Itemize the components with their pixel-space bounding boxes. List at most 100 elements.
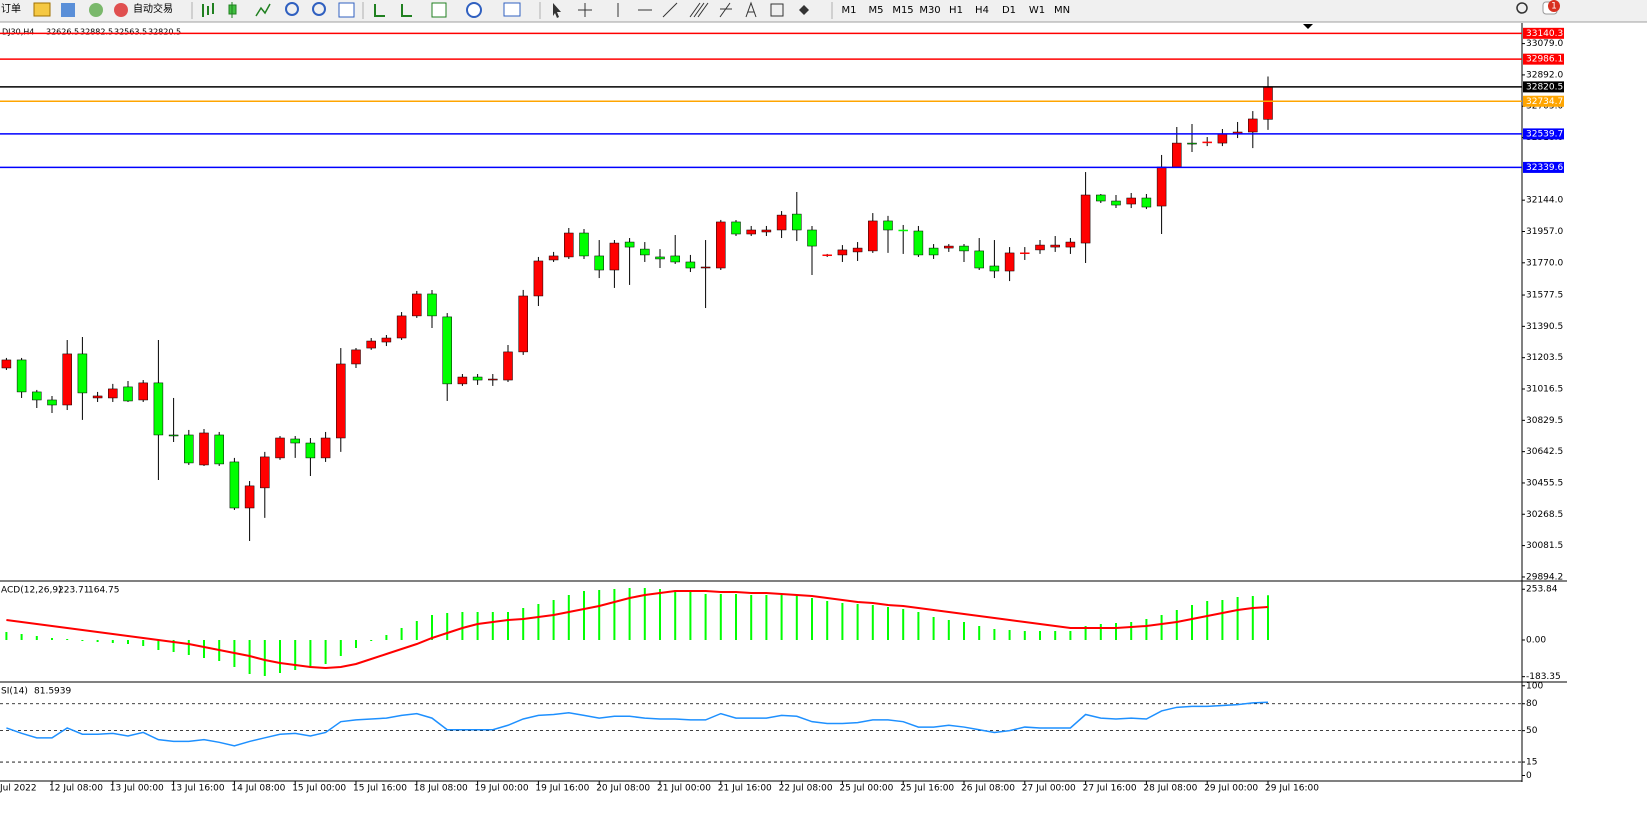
toolbar-icon[interactable]: [255, 3, 271, 17]
price-level-tag: [1523, 161, 1564, 173]
toolbar-icon[interactable]: [33, 2, 51, 17]
toolbar-icon[interactable]: [503, 2, 521, 17]
x-tick-label: 25 Jul 16:00: [900, 784, 954, 794]
toolbar-icon[interactable]: [466, 2, 482, 18]
histogram-bar: [765, 595, 768, 640]
notification-count: 1: [1551, 2, 1557, 12]
search-icon[interactable]: [1516, 2, 1528, 14]
histogram-bar: [66, 639, 69, 640]
indicator-title: SI(14): [1, 687, 28, 697]
candle-body: [275, 437, 285, 459]
zoom-out[interactable]: [312, 2, 326, 16]
x-tick-label: 18 Jul 08:00: [414, 784, 468, 794]
candle-body: [1202, 141, 1212, 144]
crosshair-tool[interactable]: [578, 3, 592, 17]
toolbar-icon[interactable]: [228, 2, 237, 18]
timeframe-button[interactable]: W1: [1029, 5, 1045, 16]
cursor-tool[interactable]: [553, 3, 561, 18]
histogram-bar: [704, 594, 707, 640]
candle-body: [640, 248, 650, 256]
candle-body: [457, 376, 468, 385]
x-tick-label: 27 Jul 00:00: [1022, 784, 1076, 794]
histogram-bar: [51, 638, 53, 640]
histogram-bar: [507, 612, 509, 640]
x-tick-label: 15 Jul 16:00: [353, 784, 407, 794]
histogram-bar: [111, 640, 114, 643]
histogram-bar: [431, 615, 433, 640]
candle-body: [518, 295, 528, 353]
histogram-bar: [598, 590, 601, 640]
timeframe-button[interactable]: M5: [869, 5, 884, 16]
candle-body: [472, 376, 483, 381]
indicator-title: ACD(12,26,9): [1, 586, 62, 596]
notification-badge[interactable]: [1548, 0, 1560, 12]
candle-body: [746, 229, 756, 235]
toolbar-icon[interactable]: [431, 2, 447, 18]
histogram-bar: [203, 640, 205, 658]
candle-body: [974, 250, 984, 269]
zoom-in[interactable]: [285, 2, 299, 16]
timeframe-button[interactable]: D1: [1002, 5, 1016, 16]
candle-body: [412, 293, 422, 317]
candle-body: [138, 382, 148, 401]
toolbar-icon[interactable]: [374, 4, 385, 17]
histogram-bar: [826, 601, 829, 640]
histogram-bar: [917, 612, 920, 640]
timeframe-button[interactable]: M30: [919, 5, 940, 16]
candle-body: [761, 229, 772, 233]
fibo-tool[interactable]: [719, 2, 732, 18]
indicator-value: 223.71: [58, 586, 90, 596]
timeframe-button[interactable]: H1: [949, 5, 963, 16]
histogram-bar: [719, 594, 722, 640]
candle-body: [47, 399, 57, 406]
histogram-bar: [932, 617, 935, 640]
toolbar-icon[interactable]: [202, 3, 214, 17]
x-tick-label: 19 Jul 00:00: [475, 784, 529, 794]
histogram-bar: [1039, 631, 1041, 640]
x-tick-label: 21 Jul 00:00: [657, 784, 711, 794]
label-tool[interactable]: [770, 3, 784, 17]
candle-body: [92, 395, 103, 399]
timeframe-button[interactable]: MN: [1054, 5, 1070, 16]
candle-body: [1035, 244, 1045, 251]
histogram-bar: [659, 589, 661, 640]
histogram-bar: [628, 588, 631, 640]
histogram-bar: [856, 604, 859, 640]
arrow-tool[interactable]: [799, 5, 809, 15]
histogram-bar: [1023, 631, 1026, 640]
histogram-bar: [446, 613, 449, 640]
candle-body: [533, 260, 544, 297]
histogram-bar: [1206, 601, 1209, 640]
histogram-bar: [400, 628, 403, 640]
histogram-bar: [1221, 600, 1224, 640]
timeframe-button[interactable]: H4: [975, 5, 989, 16]
candle-body: [1111, 200, 1121, 206]
order-button[interactable]: 订单: [1, 3, 21, 15]
toolbar-icon[interactable]: [401, 4, 412, 17]
timeframe-button[interactable]: M1: [842, 5, 857, 16]
auto-trading-icon[interactable]: [114, 3, 128, 17]
toolbar-icon[interactable]: [89, 3, 103, 17]
indicator-value: 81.5939: [34, 687, 71, 697]
candle-body: [883, 220, 893, 231]
channel-tool[interactable]: [689, 2, 709, 18]
candle-body: [32, 391, 42, 401]
candle-body: [609, 242, 620, 271]
candle-body: [244, 485, 255, 509]
histogram-bar: [1191, 605, 1193, 640]
auto-trading-button[interactable]: 自动交易: [133, 2, 173, 15]
trendline-tool[interactable]: [662, 2, 678, 18]
y-tick-label: 30642.5: [1526, 447, 1563, 457]
toolbar: [0, 0, 1647, 22]
timeframe-button[interactable]: M15: [892, 5, 913, 16]
price-level-tag: [1523, 27, 1564, 39]
x-tick-label: 19 Jul 16:00: [535, 784, 589, 794]
toolbar-icon[interactable]: [61, 3, 75, 17]
x-tick-label: 13 Jul 00:00: [110, 784, 164, 794]
text-tool[interactable]: [745, 1, 757, 18]
candle-body: [214, 434, 224, 465]
toolbar-icon[interactable]: [338, 2, 355, 18]
candle-body: [928, 247, 939, 256]
histogram-bar: [537, 604, 540, 640]
